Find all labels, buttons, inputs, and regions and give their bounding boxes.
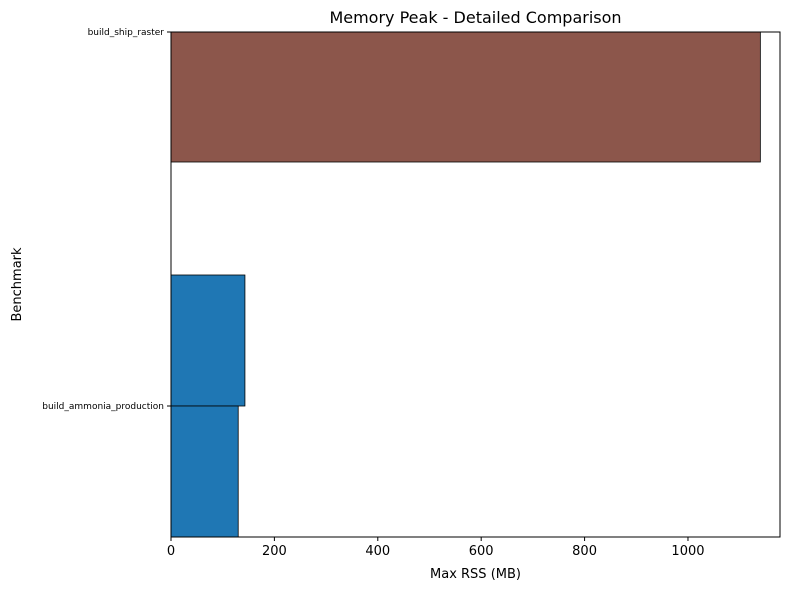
y-axis: build_ship_raster build_ammonia_productio…: [42, 28, 171, 412]
x-tick-label-0: 0: [167, 544, 175, 559]
bar-build_ship_raster-0: [170, 31, 761, 163]
bars-group: [170, 31, 761, 538]
x-tick-label-600: 600: [469, 544, 494, 559]
x-tick-label-800: 800: [572, 544, 597, 559]
x-axis-label: Max RSS (MB): [430, 567, 521, 582]
x-tick-label-400: 400: [365, 544, 390, 559]
bar-build_ammonia_production-1: [170, 274, 246, 407]
x-tick-label-200: 200: [262, 544, 287, 559]
x-tick-label-1000: 1000: [671, 544, 704, 559]
plot-frame: [170, 31, 781, 538]
chart-title: Memory Peak - Detailed Comparison: [329, 8, 621, 27]
y-axis-label: Benchmark: [10, 247, 25, 322]
y-tick-label-build_ship_raster: build_ship_raster: [88, 28, 165, 38]
bar-build_ammonia_production-2: [170, 405, 239, 538]
y-tick-label-build_ammonia_production: build_ammonia_production: [42, 402, 164, 412]
x-axis: 0 200 400 600 800 1000: [167, 537, 705, 559]
